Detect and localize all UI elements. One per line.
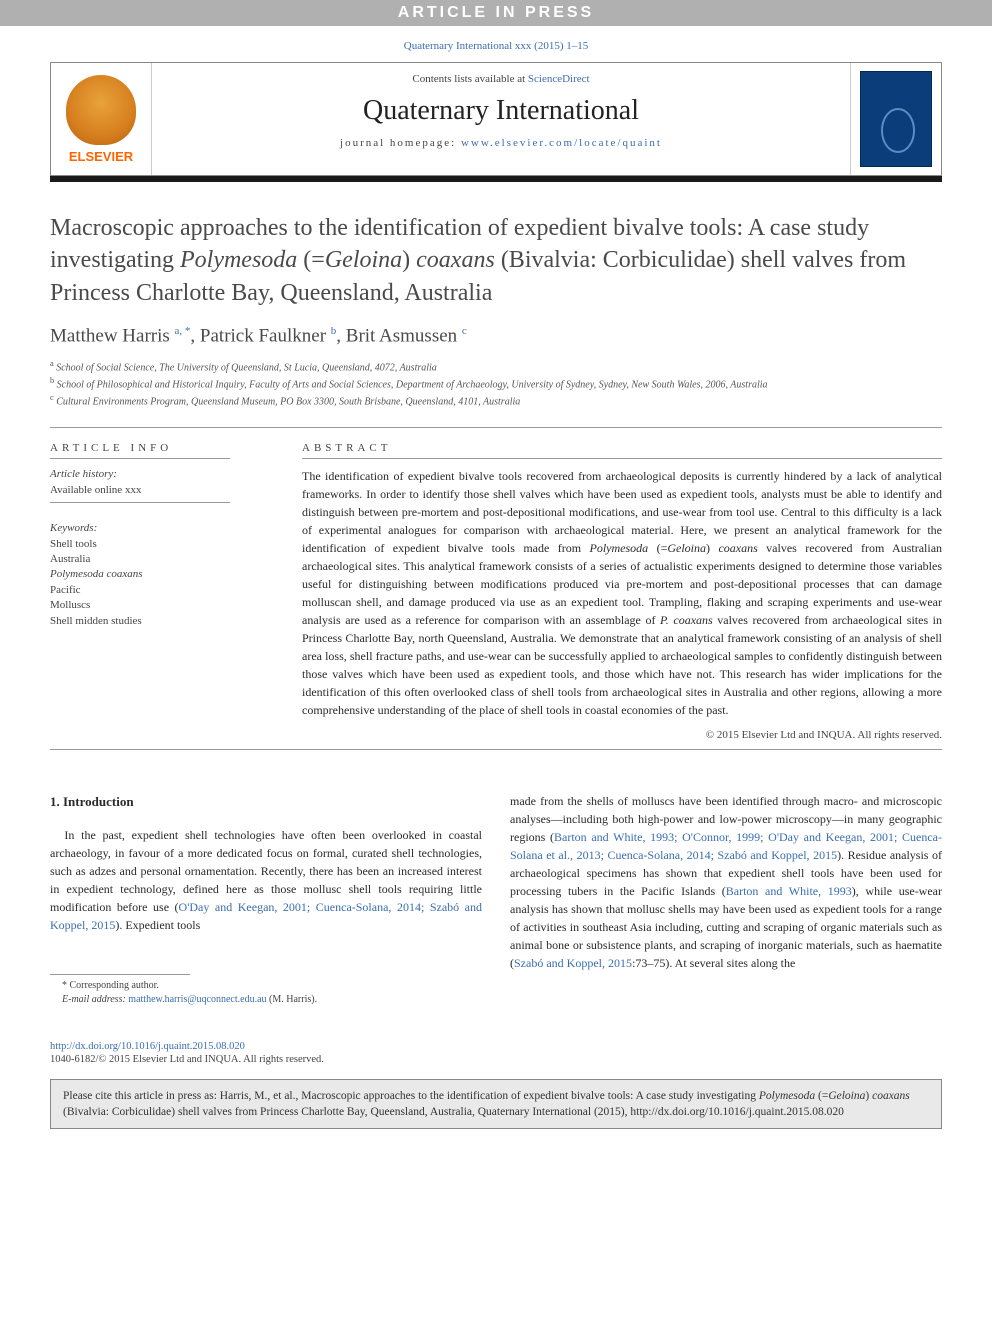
info-hr — [50, 502, 230, 503]
journal-cover — [851, 63, 941, 175]
article-title: Macroscopic approaches to the identifica… — [50, 212, 942, 309]
journal-header: ELSEVIER Contents lists available at Sci… — [50, 62, 942, 176]
keyword: Pacific — [50, 584, 81, 596]
title-italic: Polymesoda — [180, 247, 297, 273]
intro-paragraph-cont: made from the shells of molluscs have be… — [510, 792, 942, 972]
abstract-text: The identification of expedient bivalve … — [302, 467, 942, 719]
top-citation: Quaternary International xxx (2015) 1–15 — [0, 26, 992, 62]
affiliation-b: b School of Philosophical and Historical… — [50, 375, 942, 392]
article-info: ARTICLE INFO Article history: Available … — [50, 442, 270, 741]
title-part: (= — [297, 247, 325, 273]
authors-line: Matthew Harris a, *, Patrick Faulkner b,… — [50, 325, 942, 347]
body-columns: 1. Introduction In the past, expedient s… — [50, 792, 942, 1007]
cover-thumbnail — [860, 71, 932, 167]
article-in-press-banner: ARTICLE IN PRESS — [0, 0, 992, 26]
column-left: 1. Introduction In the past, expedient s… — [50, 792, 482, 1007]
keyword: Molluscs — [50, 599, 90, 611]
journal-name: Quaternary International — [152, 95, 850, 127]
affiliation-c: c Cultural Environments Program, Queensl… — [50, 392, 942, 409]
homepage-link[interactable]: www.elsevier.com/locate/quaint — [461, 137, 662, 149]
column-right: made from the shells of molluscs have be… — [510, 792, 942, 1007]
keyword: Shell tools — [50, 538, 97, 550]
history-label: Article history: — [50, 468, 117, 480]
title-italic: coaxans — [416, 247, 495, 273]
author-3: Brit Asmussen — [346, 326, 457, 347]
email-link[interactable]: matthew.harris@uqconnect.edu.au — [128, 994, 266, 1005]
citation-link[interactable]: Barton and White, 1993 — [726, 884, 852, 898]
author-2-affil[interactable]: b — [331, 325, 337, 337]
abstract-copyright: © 2015 Elsevier Ltd and INQUA. All right… — [302, 729, 942, 741]
info-abstract-row: ARTICLE INFO Article history: Available … — [50, 442, 942, 741]
author-2: Patrick Faulkner — [200, 326, 326, 347]
article-info-heading: ARTICLE INFO — [50, 442, 270, 454]
keyword: Polymesoda coaxans — [50, 568, 143, 580]
abstract-hr — [302, 458, 942, 459]
elsevier-text: ELSEVIER — [69, 149, 133, 164]
contents-pre: Contents lists available at — [412, 73, 527, 85]
journal-homepage-line: journal homepage: www.elsevier.com/locat… — [152, 137, 850, 149]
keyword: Shell midden studies — [50, 615, 142, 627]
footnote-separator — [50, 974, 190, 975]
email-footnote: E-mail address: matthew.harris@uqconnect… — [50, 993, 482, 1007]
keywords-label: Keywords: — [50, 522, 97, 534]
intro-paragraph: In the past, expedient shell technologie… — [50, 826, 482, 934]
sciencedirect-link[interactable]: ScienceDirect — [528, 73, 590, 85]
citation-link[interactable]: Szabó and Koppel, 2015 — [514, 956, 632, 970]
keyword: Australia — [50, 553, 90, 565]
elsevier-tree-icon — [66, 75, 136, 145]
elsevier-logo: ELSEVIER — [51, 63, 151, 175]
author-3-affil[interactable]: c — [462, 325, 467, 337]
title-part: ) — [402, 247, 416, 273]
homepage-pre: journal homepage: — [340, 137, 461, 149]
affiliations: a School of Social Science, The Universi… — [50, 358, 942, 410]
title-italic: Geloina — [325, 247, 402, 273]
info-hr — [50, 458, 230, 459]
author-1: Matthew Harris — [50, 326, 170, 347]
corresponding-author: * Corresponding author. — [50, 979, 482, 993]
history-value: Available online xxx — [50, 484, 141, 496]
cite-box: Please cite this article in press as: Ha… — [50, 1079, 942, 1129]
article-history: Article history: Available online xxx — [50, 467, 270, 498]
affiliation-a: a School of Social Science, The Universi… — [50, 358, 942, 375]
abstract-heading: ABSTRACT — [302, 442, 942, 454]
article-content: Macroscopic approaches to the identifica… — [0, 182, 992, 1027]
contents-list-line: Contents lists available at ScienceDirec… — [152, 73, 850, 85]
separator — [50, 749, 942, 750]
header-center: Contents lists available at ScienceDirec… — [151, 63, 851, 175]
separator — [50, 427, 942, 428]
keywords-block: Keywords: Shell tools Australia Polymeso… — [50, 521, 270, 629]
author-1-affil[interactable]: a, * — [175, 325, 191, 337]
abstract: ABSTRACT The identification of expedient… — [302, 442, 942, 741]
doi-link[interactable]: http://dx.doi.org/10.1016/j.quaint.2015.… — [50, 1041, 942, 1052]
rights-line: 1040-6182/© 2015 Elsevier Ltd and INQUA.… — [50, 1054, 942, 1065]
intro-heading: 1. Introduction — [50, 792, 482, 812]
